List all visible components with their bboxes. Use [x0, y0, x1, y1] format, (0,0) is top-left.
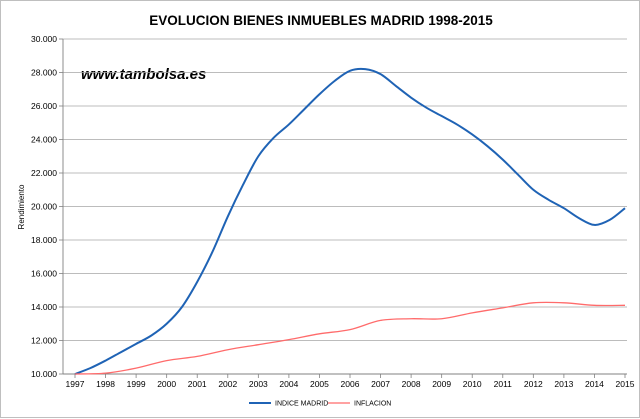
legend: INDICE MADRID INFLACION	[249, 401, 391, 408]
y-tick-label-26.000: 26.000	[31, 101, 57, 111]
x-tick-label-2014: 2014	[585, 379, 604, 389]
y-tick-labels: 10.000 12.000 14.000 16.000 18.000 20.000 22.0…	[31, 34, 57, 379]
x-tick-label-1998: 1998	[96, 379, 115, 389]
x-tick-label-2007: 2007	[371, 379, 390, 389]
y-tick-label-10.000: 10.000	[31, 369, 57, 379]
x-tick-labels: 1997 1998 1999 2000 2001 2002 2003 2004 2005 2006…	[66, 374, 635, 389]
y-tick-label-14.000: 14.000	[31, 302, 57, 312]
series-line-inflacion	[74, 301, 626, 375]
x-tick-label-2015: 2015	[616, 379, 635, 389]
y-tick-label-28.000: 28.000	[31, 68, 57, 78]
y-tick-label-24.000: 24.000	[31, 135, 57, 145]
y-tick-label-20.000: 20.000	[31, 202, 57, 212]
series-line-indice-madrid	[74, 67, 626, 375]
legend-label-inflacion: INFLACION	[354, 401, 391, 408]
x-tick-label-2005: 2005	[310, 379, 329, 389]
x-tick-label-2004: 2004	[279, 379, 298, 389]
x-tick-label-2008: 2008	[402, 379, 421, 389]
y-tick-label-22.000: 22.000	[31, 168, 57, 178]
x-tick-label-2003: 2003	[249, 379, 268, 389]
watermark-text: www.tambolsa.es	[81, 66, 206, 83]
x-tick-label-1997: 1997	[66, 379, 85, 389]
series-lines	[74, 67, 626, 375]
legend-label-indice-madrid: INDICE MADRID	[275, 401, 328, 408]
x-tick-label-2002: 2002	[218, 379, 237, 389]
y-tick-label-12.000: 12.000	[31, 336, 57, 346]
x-tick-label-2000: 2000	[157, 379, 176, 389]
x-tick-label-2011: 2011	[494, 379, 513, 389]
x-tick-label-1999: 1999	[127, 379, 146, 389]
chart-title: EVOLUCION BIENES INMUEBLES MADRID 1998-2…	[149, 13, 493, 28]
y-tick-label-16.000: 16.000	[31, 269, 57, 279]
y-tick-label-18.000: 18.000	[31, 235, 57, 245]
x-tick-label-2006: 2006	[341, 379, 360, 389]
x-tick-label-2010: 2010	[463, 379, 482, 389]
x-tick-label-2001: 2001	[188, 379, 207, 389]
x-tick-label-2009: 2009	[432, 379, 451, 389]
y-axis-label: Rendimiento	[17, 184, 26, 229]
y-tick-label-30.000: 30.000	[31, 34, 57, 44]
gridlines	[59, 38, 627, 375]
x-tick-label-2012: 2012	[524, 379, 543, 389]
x-tick-label-2013: 2013	[554, 379, 573, 389]
